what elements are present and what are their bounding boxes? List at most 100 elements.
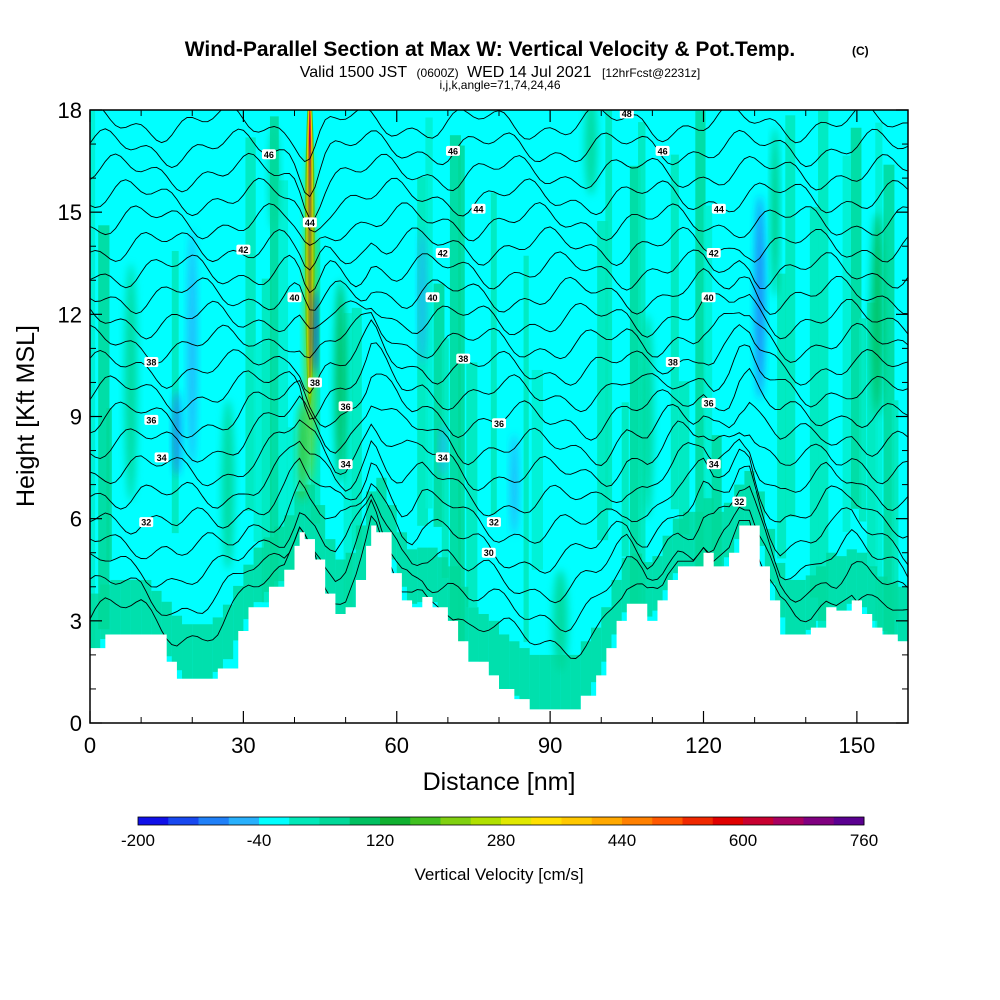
contour-label: 38 xyxy=(144,357,159,368)
colorbar-swatch xyxy=(168,817,199,825)
velocity-streak xyxy=(883,164,895,702)
near-surface-band xyxy=(396,532,407,587)
near-surface-band xyxy=(897,586,908,642)
velocity-streak xyxy=(171,251,179,534)
velocity-features xyxy=(124,110,884,672)
velocity-streak xyxy=(278,180,289,658)
near-surface-band xyxy=(304,484,315,540)
x-tick-label: 150 xyxy=(839,733,876,758)
velocity-streak xyxy=(261,278,272,603)
near-surface-band xyxy=(519,648,530,703)
colorbar-swatch xyxy=(198,817,230,825)
near-surface-band xyxy=(284,515,295,570)
near-surface-band xyxy=(867,566,878,621)
near-surface-band xyxy=(437,557,448,612)
copyright-mark: (C) xyxy=(852,44,869,58)
colorbar-swatch xyxy=(591,817,623,825)
contour-label-text: 42 xyxy=(238,245,248,255)
y-tick-label: 15 xyxy=(58,200,82,225)
colorbar-swatch xyxy=(501,817,532,825)
contour-label-text: 46 xyxy=(264,150,274,160)
contour-label-text: 40 xyxy=(289,293,299,303)
near-surface-band xyxy=(130,579,142,635)
near-surface-band xyxy=(775,562,786,618)
near-surface-band xyxy=(560,654,571,710)
near-surface-band xyxy=(253,547,264,603)
near-surface-band xyxy=(877,576,888,632)
velocity-streak xyxy=(466,362,478,608)
near-surface-band xyxy=(815,566,827,621)
near-surface-band xyxy=(110,579,121,635)
near-surface-band xyxy=(212,617,223,672)
theta-contour-line xyxy=(90,419,908,491)
velocity-streak xyxy=(777,273,787,559)
near-surface-band xyxy=(631,553,643,609)
velocity-streak xyxy=(98,225,110,630)
near-surface-band xyxy=(151,590,162,646)
contour-label: 40 xyxy=(701,292,716,303)
near-surface-band xyxy=(601,607,612,662)
chart-title: Wind-Parallel Section at Max W: Vertical… xyxy=(185,38,796,61)
x-tick-label: 30 xyxy=(231,733,255,758)
theta-contour-line xyxy=(90,485,908,604)
colorbar-swatch xyxy=(319,817,351,825)
contour-label-text: 36 xyxy=(341,402,351,412)
utc-time: (0600Z) xyxy=(417,66,459,80)
subtitle-line: Valid 1500 JST (0600Z) WED 14 Jul 2021 [… xyxy=(300,64,700,81)
near-surface-band xyxy=(754,491,765,546)
near-surface-band xyxy=(468,607,479,662)
near-surface-band xyxy=(376,477,387,533)
colorbar-label: Vertical Velocity [cm/s] xyxy=(414,865,583,884)
near-surface-band xyxy=(570,654,581,710)
contour-label: 40 xyxy=(425,292,440,303)
velocity-streak xyxy=(286,427,296,583)
theta-contour-labels: 30 32 32 32 34 34 34 34 36 36 36 36 38 38 38 38 40 40 40 42… xyxy=(139,109,747,558)
near-surface-band xyxy=(427,547,438,603)
near-surface-band xyxy=(182,624,193,679)
near-surface-band xyxy=(805,575,816,630)
colorbar-swatch xyxy=(440,817,472,825)
near-surface-band xyxy=(550,654,561,710)
near-surface-band xyxy=(488,620,499,676)
colorbar-swatch xyxy=(833,817,865,825)
velocity-streak xyxy=(351,307,362,550)
colorbar-swatch xyxy=(773,817,804,825)
near-surface-band xyxy=(478,614,489,669)
near-surface-band xyxy=(171,615,183,671)
velocity-streak xyxy=(629,165,641,625)
contour-label-text: 32 xyxy=(734,497,744,507)
updraft-region xyxy=(124,263,138,502)
downdraft-region xyxy=(418,229,427,366)
velocity-streak xyxy=(531,369,543,570)
contour-label-text: 42 xyxy=(709,249,719,259)
updraft-region xyxy=(297,399,307,502)
velocity-streak xyxy=(867,302,878,568)
velocity-streak xyxy=(809,207,819,598)
near-surface-band xyxy=(642,562,653,617)
near-surface-band xyxy=(314,505,326,560)
near-surface-band xyxy=(621,557,632,613)
near-surface-band xyxy=(887,582,898,637)
contour-label-text: 36 xyxy=(146,415,156,425)
velocity-streak xyxy=(850,127,862,509)
colorbar-tick-label: 760 xyxy=(850,831,878,850)
theta-contour-line xyxy=(90,515,908,659)
near-surface-band xyxy=(683,511,694,567)
contour-label-text: 38 xyxy=(146,358,156,368)
contour-label: 48 xyxy=(619,109,634,119)
contour-label: 42 xyxy=(435,248,450,259)
near-surface-band xyxy=(141,579,152,635)
colorbar-tick-label: 440 xyxy=(608,831,636,850)
colorbar-tick-label: -200 xyxy=(121,831,155,850)
contour-label-text: 48 xyxy=(622,109,632,119)
theta-contour-line xyxy=(90,319,908,394)
near-surface-band xyxy=(355,525,367,580)
contour-label-text: 44 xyxy=(474,204,484,214)
theta-contour-line xyxy=(90,202,908,246)
updraft-region xyxy=(870,212,884,417)
colorbar-swatch xyxy=(622,817,653,825)
near-surface-band xyxy=(366,491,377,546)
colorbar-frame xyxy=(137,816,865,826)
colorbar-swatch xyxy=(410,817,441,825)
